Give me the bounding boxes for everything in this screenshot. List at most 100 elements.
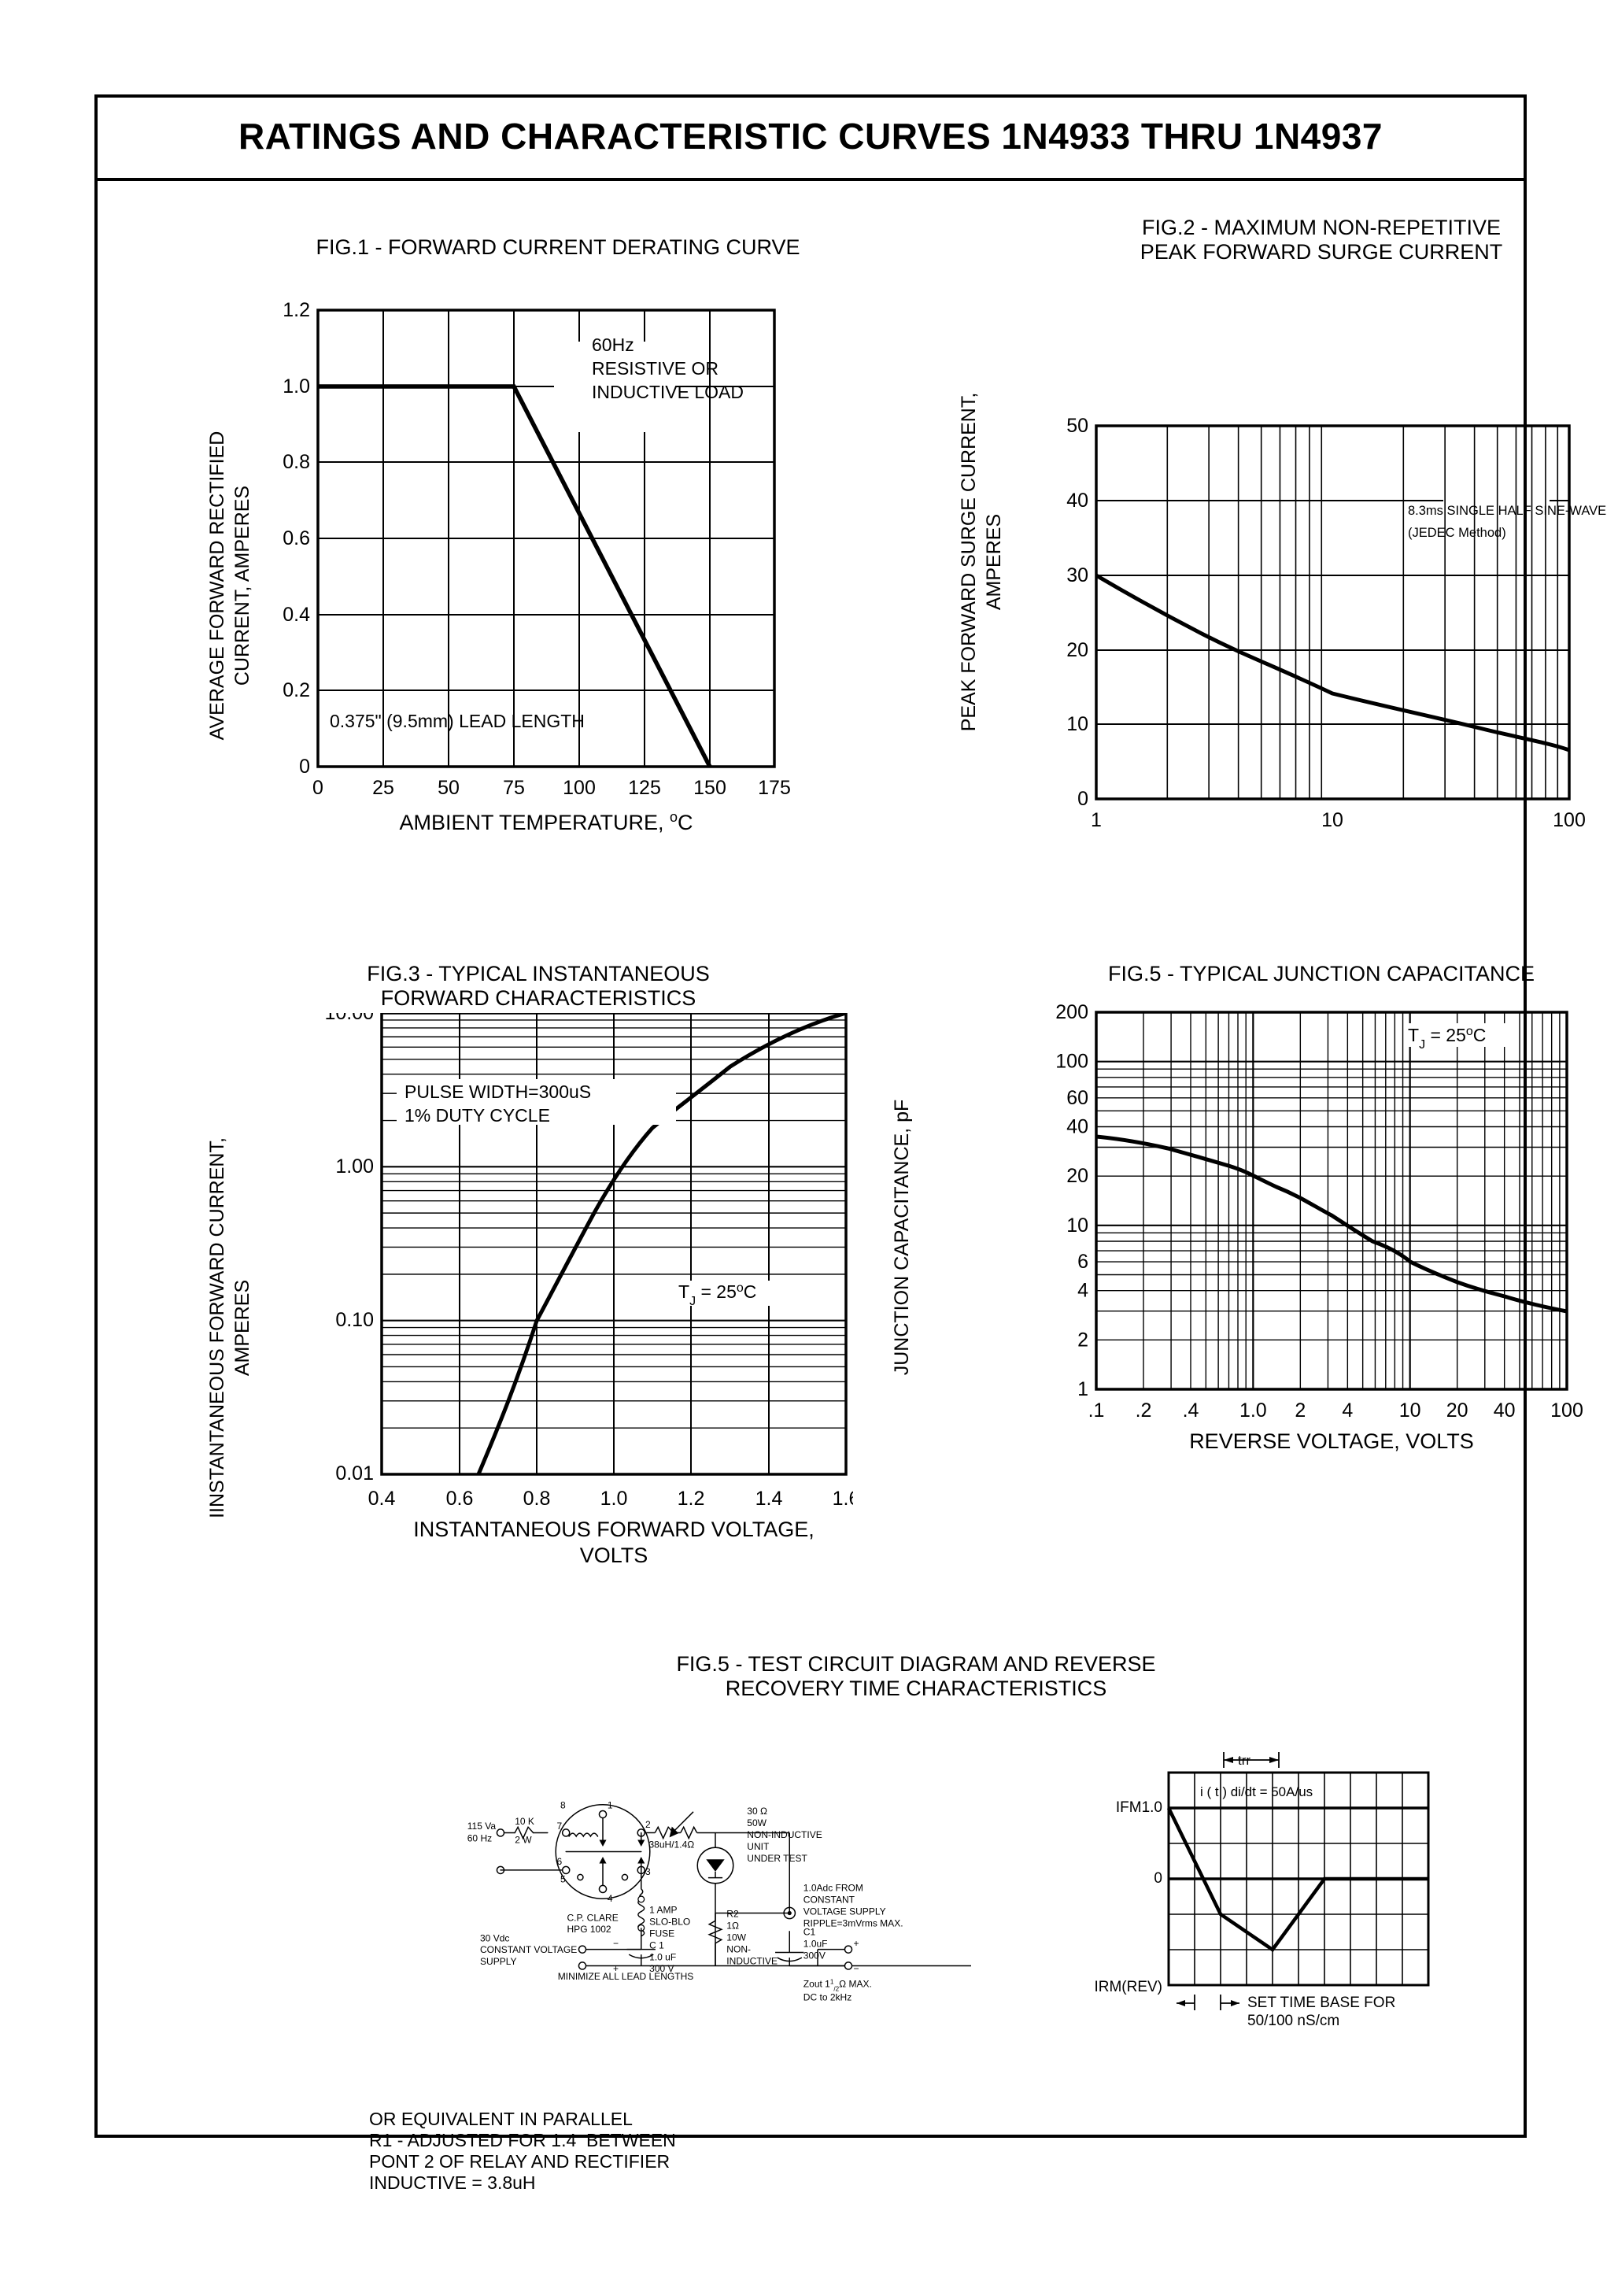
svg-text:INDUCTIVE: INDUCTIVE <box>726 1956 778 1967</box>
svg-text:10: 10 <box>1066 1215 1088 1237</box>
svg-text:0: 0 <box>299 756 310 778</box>
svg-text:AMPERES: AMPERES <box>231 1280 253 1376</box>
svg-text:1.00: 1.00 <box>335 1155 374 1178</box>
svg-text:UNDER TEST: UNDER TEST <box>747 1853 807 1864</box>
svg-text:JUNCTION CAPACITANCE, pF: JUNCTION CAPACITANCE, pF <box>891 1100 913 1376</box>
svg-text:40: 40 <box>1494 1399 1516 1422</box>
svg-text:1.6: 1.6 <box>833 1488 853 1510</box>
svg-text:20: 20 <box>1066 1165 1088 1187</box>
svg-text:6: 6 <box>1077 1251 1088 1273</box>
svg-text:40: 40 <box>1066 1116 1088 1138</box>
svg-text:10: 10 <box>1066 713 1088 735</box>
svg-text:7: 7 <box>557 1821 563 1832</box>
svg-text:100: 100 <box>563 777 596 799</box>
svg-text:DC to 2kHz: DC to 2kHz <box>803 1992 851 2003</box>
svg-text:2: 2 <box>1295 1399 1306 1422</box>
svg-text:.4: .4 <box>1183 1399 1199 1422</box>
svg-text:0.2: 0.2 <box>283 679 310 701</box>
svg-text:10: 10 <box>1321 809 1343 830</box>
svg-text:30 Ω: 30 Ω <box>747 1806 767 1817</box>
svg-text:0: 0 <box>1154 1870 1162 1887</box>
svg-text:150: 150 <box>693 777 726 799</box>
svg-text:50/100 nS/cm: 50/100 nS/cm <box>1247 2013 1339 2029</box>
svg-text:4: 4 <box>1077 1280 1088 1302</box>
svg-text:VOLTS: VOLTS <box>580 1544 648 1567</box>
svg-text:1Ω: 1Ω <box>726 1921 739 1932</box>
svg-text:3: 3 <box>645 1866 651 1877</box>
svg-text:6: 6 <box>557 1856 563 1867</box>
svg-text:trr: trr <box>1238 1753 1250 1768</box>
svg-text:60: 60 <box>1066 1087 1088 1109</box>
svg-text:1 AMP: 1 AMP <box>649 1905 677 1916</box>
svg-text:1: 1 <box>1091 809 1102 830</box>
svg-text:UNIT: UNIT <box>747 1841 770 1852</box>
svg-text:10 K: 10 K <box>515 1816 534 1827</box>
svg-text:−: − <box>854 1963 859 1974</box>
svg-text:1.0Adc FROM: 1.0Adc FROM <box>803 1883 863 1894</box>
svg-text:NON-: NON- <box>726 1944 751 1955</box>
svg-text:AMBIENT TEMPERATURE, oC: AMBIENT TEMPERATURE, oC <box>399 809 693 834</box>
svg-text:0.10: 0.10 <box>335 1309 374 1331</box>
svg-text:NON-INDUCTIVE: NON-INDUCTIVE <box>747 1829 822 1840</box>
svg-text:PEAK FORWARD SURGE CURRENT,: PEAK FORWARD SURGE CURRENT, <box>958 393 980 732</box>
svg-text:(JEDEC Method): (JEDEC Method) <box>1408 526 1506 540</box>
svg-text:115 Va: 115 Va <box>467 1821 497 1832</box>
svg-text:CONSTANT: CONSTANT <box>803 1895 855 1906</box>
svg-text:1.0uF: 1.0uF <box>803 1938 828 1949</box>
svg-text:1.0: 1.0 <box>1239 1399 1267 1422</box>
svg-text:1% DUTY CYCLE: 1% DUTY CYCLE <box>404 1105 550 1126</box>
svg-text:1.2: 1.2 <box>283 299 310 321</box>
svg-text:CONSTANT VOLTAGE: CONSTANT VOLTAGE <box>480 1944 577 1955</box>
svg-text:1.0 uF: 1.0 uF <box>649 1951 676 1962</box>
svg-text:50W: 50W <box>747 1817 767 1828</box>
svg-text:1.0: 1.0 <box>600 1488 628 1510</box>
svg-text:38uH/1.4Ω: 38uH/1.4Ω <box>649 1839 695 1850</box>
svg-text:AVERAGE FORWARD RECTIFIED: AVERAGE FORWARD RECTIFIED <box>206 431 228 741</box>
svg-text:+: + <box>854 1938 859 1949</box>
svg-text:0.4: 0.4 <box>368 1488 396 1510</box>
svg-text:MINIMIZE ALL LEAD LENGTHS: MINIMIZE ALL LEAD LENGTHS <box>558 1971 694 1982</box>
svg-text:0.8: 0.8 <box>523 1488 551 1510</box>
svg-text:INDUCTIVE LOAD: INDUCTIVE LOAD <box>592 382 744 402</box>
svg-text:SUPPLY: SUPPLY <box>480 1956 517 1967</box>
svg-text:200: 200 <box>1055 1001 1088 1023</box>
svg-text:VOLTAGE SUPPLY: VOLTAGE SUPPLY <box>803 1906 886 1917</box>
svg-text:FUSE: FUSE <box>649 1928 674 1939</box>
svg-text:SLO-BLO: SLO-BLO <box>649 1916 690 1927</box>
svg-text:4: 4 <box>1342 1399 1353 1422</box>
svg-text:SET TIME BASE FOR: SET TIME BASE FOR <box>1247 1995 1395 2011</box>
svg-text:−: − <box>613 1938 619 1949</box>
svg-text:2: 2 <box>645 1819 651 1830</box>
svg-text:0.6: 0.6 <box>446 1488 474 1510</box>
svg-text:100: 100 <box>1553 809 1586 830</box>
svg-text:4: 4 <box>608 1893 613 1904</box>
svg-text:50: 50 <box>438 777 460 799</box>
svg-text:0.8: 0.8 <box>283 451 310 473</box>
svg-text:8.3ms SINGLE HALF SINE-WAVE: 8.3ms SINGLE HALF SINE-WAVE <box>1408 504 1606 518</box>
svg-text:1: 1 <box>1077 1378 1088 1400</box>
svg-text:175: 175 <box>758 777 791 799</box>
svg-text:100: 100 <box>1550 1399 1583 1422</box>
svg-text:0: 0 <box>312 777 323 799</box>
svg-text:100: 100 <box>1055 1051 1088 1073</box>
svg-text:25: 25 <box>372 777 394 799</box>
svg-text:C.P. CLARE: C.P. CLARE <box>567 1912 619 1923</box>
svg-text:2: 2 <box>1077 1329 1088 1351</box>
svg-text:1.2: 1.2 <box>678 1488 705 1510</box>
svg-text:REVERSE VOLTAGE, VOLTS: REVERSE VOLTAGE, VOLTS <box>1189 1429 1474 1453</box>
svg-text:0: 0 <box>1077 788 1088 810</box>
svg-text:IFM1.0: IFM1.0 <box>1116 1799 1162 1816</box>
svg-text:IRM(REV): IRM(REV) <box>1094 1979 1162 1995</box>
svg-text:.2: .2 <box>1136 1399 1152 1422</box>
svg-text:IINSTANTANEOUS FORWARD CURRENT: IINSTANTANEOUS FORWARD CURRENT, <box>206 1137 228 1518</box>
svg-text:0.4: 0.4 <box>283 604 310 626</box>
svg-text:AMPERES: AMPERES <box>983 514 1005 610</box>
svg-text:R2: R2 <box>726 1909 739 1920</box>
svg-text:20: 20 <box>1446 1399 1468 1422</box>
svg-text:75: 75 <box>503 777 525 799</box>
svg-text:1.0: 1.0 <box>283 375 310 397</box>
svg-text:10.00: 10.00 <box>324 1013 374 1024</box>
svg-text:INSTANTANEOUS FORWARD VOLTAGE,: INSTANTANEOUS FORWARD VOLTAGE, <box>413 1518 815 1541</box>
svg-text:10: 10 <box>1399 1399 1421 1422</box>
svg-text:RIPPLE=3mVrms MAX.: RIPPLE=3mVrms MAX. <box>803 1917 903 1928</box>
